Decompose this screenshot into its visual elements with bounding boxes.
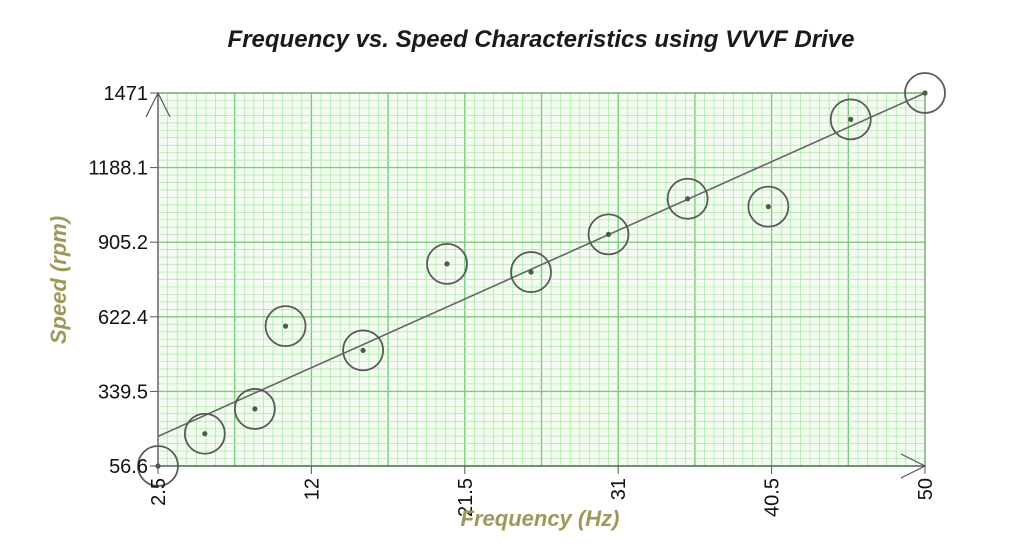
point-marker-ring	[342, 329, 384, 372]
point-marker-ring	[904, 72, 946, 114]
data-point	[510, 251, 552, 293]
data-point	[183, 412, 226, 455]
x-axis-label: Frequency (Hz)	[461, 506, 620, 531]
y-axis-label: Speed (rpm)	[46, 216, 71, 344]
point-dot	[605, 231, 612, 237]
point-marker-ring	[510, 251, 552, 293]
data-point	[233, 388, 276, 430]
point-dot	[360, 347, 366, 353]
point-marker-ring	[747, 185, 790, 228]
trend-line	[157, 92, 926, 438]
x-tick-label: 21.5	[455, 478, 477, 517]
point-dot	[922, 90, 928, 96]
y-axis-ticks: 56.6 339.5 622.4 905.2 1188.1 1471	[88, 83, 158, 478]
x-tick-label: 40.5	[762, 478, 784, 517]
y-tick-label: 1471	[104, 83, 149, 105]
data-point	[342, 329, 384, 372]
point-dot	[282, 323, 289, 329]
chart-title: Frequency vs. Speed Characteristics usin…	[228, 26, 855, 53]
point-dot	[685, 196, 691, 202]
grid	[157, 92, 926, 467]
data-point	[829, 98, 872, 141]
data-point	[426, 242, 468, 285]
x-tick-label: 2.5	[148, 478, 170, 506]
y-tick-label: 56.6	[109, 456, 148, 478]
point-marker-ring	[183, 412, 226, 455]
data-point	[264, 305, 307, 348]
point-dot	[202, 431, 208, 437]
point-marker-ring	[264, 305, 307, 348]
point-dot	[444, 261, 450, 267]
y-tick-label: 622.4	[98, 307, 148, 329]
y-tick-label: 1188.1	[88, 158, 148, 180]
point-marker-ring	[666, 177, 709, 220]
x-tick-label: 50	[915, 478, 937, 500]
y-tick-label: 339.5	[98, 381, 148, 403]
data-point	[747, 185, 790, 228]
data-point	[666, 177, 709, 220]
point-dot	[765, 204, 771, 210]
point-marker-ring	[587, 213, 630, 256]
data-point	[587, 213, 630, 256]
point-marker-ring	[233, 388, 276, 430]
x-axis-ticks: 2.5 12 21.5 31 40.5 50	[148, 466, 937, 517]
x-tick-label: 31	[608, 478, 630, 500]
point-dot	[528, 269, 534, 275]
point-dot	[848, 116, 854, 122]
point-dot	[252, 406, 258, 412]
point-marker-ring	[829, 98, 872, 141]
data-point	[904, 72, 946, 114]
x-tick-label: 12	[301, 478, 323, 500]
point-marker-ring	[426, 242, 468, 285]
data-points	[137, 72, 946, 487]
point-marker-ring	[137, 445, 179, 487]
y-tick-label: 905.2	[98, 232, 148, 254]
trend-line-group	[157, 92, 926, 438]
